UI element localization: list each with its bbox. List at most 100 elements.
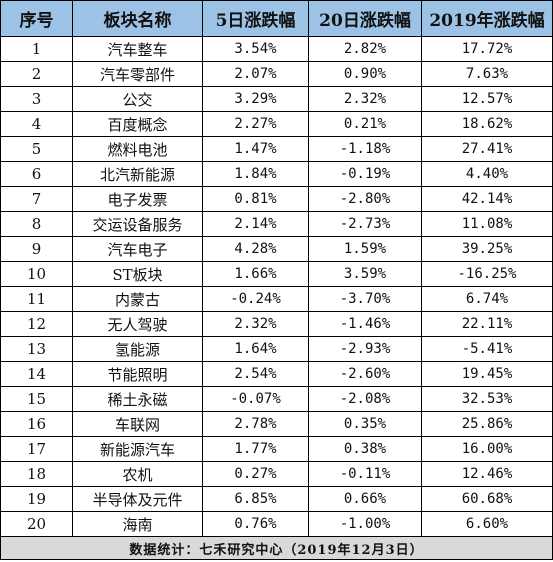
sector-name: 电子发票 [72, 186, 203, 212]
change-5day: 0.76% [202, 511, 309, 537]
change-20day: 3.59% [308, 261, 422, 287]
row-index: 3 [0, 86, 73, 112]
change-2019: 4.40% [421, 161, 553, 187]
change-5day: -0.07% [202, 386, 309, 412]
row-index: 5 [0, 136, 73, 162]
change-20day: -0.19% [308, 161, 422, 187]
table-row: 2 汽车零部件 2.07% 0.90% 7.63% [0, 61, 553, 87]
change-5day: 1.84% [202, 161, 309, 187]
change-5day: 1.66% [202, 261, 309, 287]
change-2019: -5.41% [421, 336, 553, 362]
row-index: 14 [0, 361, 73, 387]
change-20day: 0.21% [308, 111, 422, 137]
table-row: 4 百度概念 2.27% 0.21% 18.62% [0, 111, 553, 137]
sector-name: 车联网 [72, 411, 203, 437]
sector-name: 节能照明 [72, 361, 203, 387]
row-index: 1 [0, 36, 73, 62]
row-index: 13 [0, 336, 73, 362]
change-5day: 4.28% [202, 236, 309, 262]
change-2019: 42.14% [421, 186, 553, 212]
row-index: 12 [0, 311, 73, 337]
change-20day: 0.38% [308, 436, 422, 462]
change-5day: 3.54% [202, 36, 309, 62]
sector-name: 新能源汽车 [72, 436, 203, 462]
change-20day: -2.73% [308, 211, 422, 237]
change-2019: 27.41% [421, 136, 553, 162]
table-row: 10 ST板块 1.66% 3.59% -16.25% [0, 261, 553, 287]
header-20day-change: 20日涨跌幅 [308, 0, 422, 37]
table-row: 11 内蒙古 -0.24% -3.70% 6.74% [0, 286, 553, 312]
row-index: 2 [0, 61, 73, 87]
change-2019: 12.57% [421, 86, 553, 112]
change-20day: -1.46% [308, 311, 422, 337]
change-5day: 3.29% [202, 86, 309, 112]
row-index: 18 [0, 461, 73, 487]
sector-name: 北汽新能源 [72, 161, 203, 187]
row-index: 9 [0, 236, 73, 262]
table-row: 7 电子发票 0.81% -2.80% 42.14% [0, 186, 553, 212]
change-2019: 17.72% [421, 36, 553, 62]
table-row: 18 农机 0.27% -0.11% 12.46% [0, 461, 553, 487]
table-row: 14 节能照明 2.54% -2.60% 19.45% [0, 361, 553, 387]
change-2019: 60.68% [421, 486, 553, 512]
change-2019: 18.62% [421, 111, 553, 137]
row-index: 7 [0, 186, 73, 212]
change-5day: 1.47% [202, 136, 309, 162]
table-row: 3 公交 3.29% 2.32% 12.57% [0, 86, 553, 112]
table-row: 17 新能源汽车 1.77% 0.38% 16.00% [0, 436, 553, 462]
sector-name: ST板块 [72, 261, 203, 287]
row-index: 8 [0, 211, 73, 237]
change-20day: -2.60% [308, 361, 422, 387]
row-index: 20 [0, 511, 73, 537]
change-5day: 2.78% [202, 411, 309, 437]
change-20day: 1.59% [308, 236, 422, 262]
change-5day: 1.77% [202, 436, 309, 462]
sector-name: 半导体及元件 [72, 486, 203, 512]
sector-name: 交运设备服务 [72, 211, 203, 237]
change-5day: 2.32% [202, 311, 309, 337]
header-row: 序号 板块名称 5日涨跌幅 20日涨跌幅 2019年涨跌幅 [0, 0, 553, 37]
change-2019: 11.08% [421, 211, 553, 237]
change-2019: 32.53% [421, 386, 553, 412]
table-row: 20 海南 0.76% -1.00% 6.60% [0, 511, 553, 537]
change-20day: 0.90% [308, 61, 422, 87]
sector-name: 汽车整车 [72, 36, 203, 62]
sector-name: 百度概念 [72, 111, 203, 137]
table-body: 1 汽车整车 3.54% 2.82% 17.72% 2 汽车零部件 2.07% 0.90% 7.6… [0, 36, 553, 537]
row-index: 19 [0, 486, 73, 512]
change-2019: 25.86% [421, 411, 553, 437]
change-5day: 2.54% [202, 361, 309, 387]
change-2019: 12.46% [421, 461, 553, 487]
row-index: 15 [0, 386, 73, 412]
change-20day: 2.32% [308, 86, 422, 112]
table-row: 12 无人驾驶 2.32% -1.46% 22.11% [0, 311, 553, 337]
sector-name: 氢能源 [72, 336, 203, 362]
change-20day: -3.70% [308, 286, 422, 312]
change-5day: 0.27% [202, 461, 309, 487]
table-row: 6 北汽新能源 1.84% -0.19% 4.40% [0, 161, 553, 187]
change-20day: 0.35% [308, 411, 422, 437]
table-row: 1 汽车整车 3.54% 2.82% 17.72% [0, 36, 553, 62]
change-5day: 0.81% [202, 186, 309, 212]
change-5day: 2.27% [202, 111, 309, 137]
sector-name: 公交 [72, 86, 203, 112]
row-index: 6 [0, 161, 73, 187]
header-5day-change: 5日涨跌幅 [202, 0, 309, 37]
change-20day: -2.80% [308, 186, 422, 212]
change-2019: 19.45% [421, 361, 553, 387]
change-20day: -0.11% [308, 461, 422, 487]
data-source-note: 数据统计：七禾研究中心（2019年12月3日） [0, 536, 553, 560]
change-5day: -0.24% [202, 286, 309, 312]
row-index: 4 [0, 111, 73, 137]
sector-name: 海南 [72, 511, 203, 537]
change-2019: 6.74% [421, 286, 553, 312]
change-20day: -1.00% [308, 511, 422, 537]
sector-name: 汽车电子 [72, 236, 203, 262]
change-20day: 2.82% [308, 36, 422, 62]
sector-name: 无人驾驶 [72, 311, 203, 337]
sector-name: 汽车零部件 [72, 61, 203, 87]
change-2019: 6.60% [421, 511, 553, 537]
change-2019: 7.63% [421, 61, 553, 87]
change-5day: 2.14% [202, 211, 309, 237]
table-row: 5 燃料电池 1.47% -1.18% 27.41% [0, 136, 553, 162]
